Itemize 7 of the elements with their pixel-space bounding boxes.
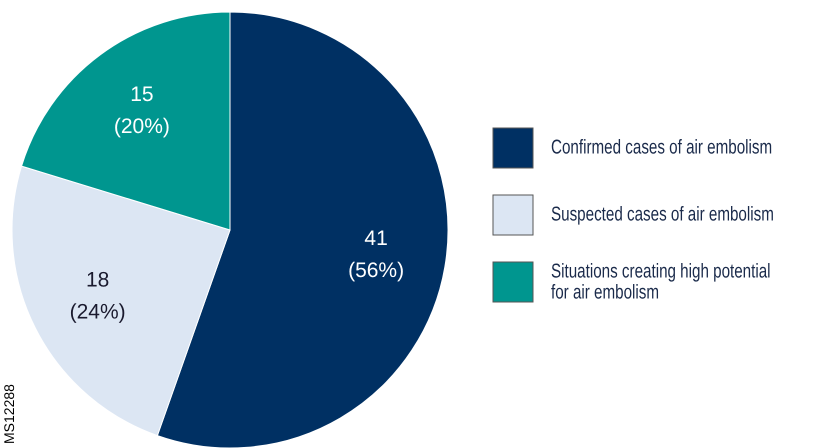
data-label: 15 (20%) bbox=[114, 82, 170, 138]
legend-label: Suspected cases of air embolism bbox=[551, 202, 774, 225]
text: MS12288 bbox=[1, 384, 17, 444]
data-label: 18 (24%) bbox=[70, 268, 126, 324]
legend-label: Confirmed cases of air embolism bbox=[551, 135, 772, 158]
legend-label: Situations creating high potential for air embolism bbox=[551, 259, 771, 303]
data-label: 41 (56%) bbox=[348, 226, 404, 282]
